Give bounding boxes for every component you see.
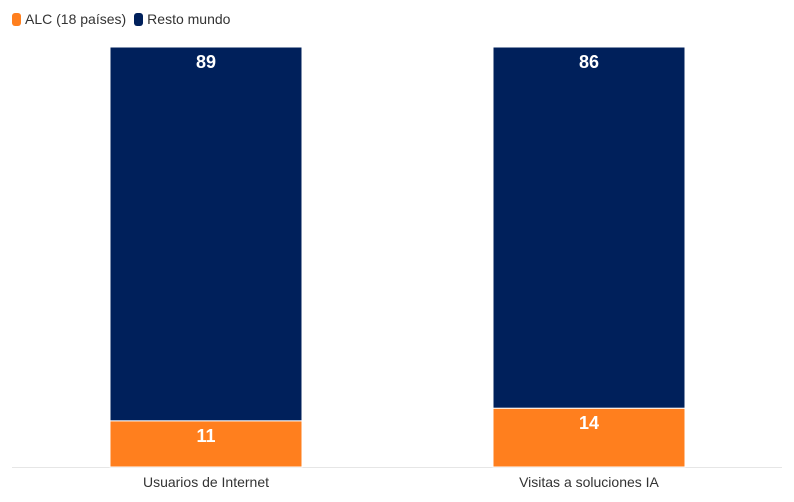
data-label-resto-1: 86 bbox=[579, 52, 599, 72]
legend-label-resto: Resto mundo bbox=[147, 11, 231, 27]
data-label-resto-0: 89 bbox=[196, 52, 216, 72]
bar-alc-1 bbox=[492, 407, 686, 468]
legend-label-alc: ALC (18 países) bbox=[25, 11, 127, 27]
legend-swatch-alc bbox=[12, 12, 21, 26]
legend: ALC (18 países) Resto mundo bbox=[12, 11, 238, 27]
legend-swatch-resto bbox=[134, 12, 144, 26]
data-label-alc-1: 14 bbox=[579, 413, 599, 433]
legend-item-alc: ALC (18 países) bbox=[12, 11, 126, 27]
data-label-alc-0: 11 bbox=[196, 426, 215, 446]
bar-alc-0 bbox=[109, 420, 303, 468]
x-tick-label-0: Usuarios de Internet bbox=[143, 474, 269, 490]
bar-resto-1 bbox=[492, 46, 686, 409]
legend-item-resto: Resto mundo bbox=[134, 11, 230, 27]
x-tick-label-1: Visitas a soluciones IA bbox=[519, 474, 659, 490]
bar-resto-0 bbox=[109, 46, 303, 422]
